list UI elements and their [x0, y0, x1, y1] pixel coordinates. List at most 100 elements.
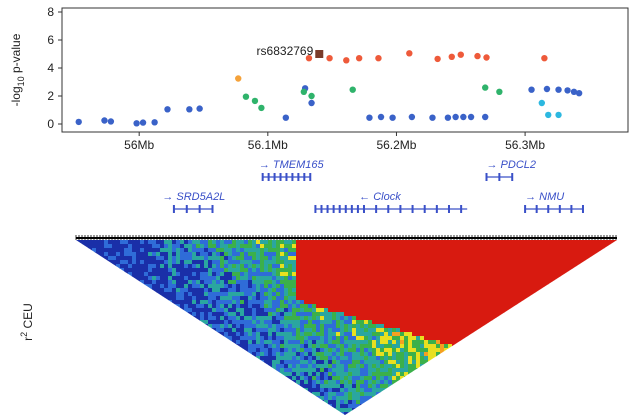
ld-cell [92, 280, 97, 285]
ld-cell [584, 340, 589, 345]
ld-cell [456, 296, 461, 301]
ld-cell [188, 340, 193, 345]
ld-cell [496, 344, 501, 349]
ld-cell [144, 376, 149, 381]
ld-cell [460, 368, 465, 373]
ld-cell [484, 256, 489, 261]
ld-cell [124, 288, 129, 293]
ld-cell [604, 264, 609, 269]
ld-cell [596, 264, 601, 269]
ld-cell [212, 376, 217, 381]
ld-cell [300, 328, 305, 333]
ld-cell [196, 372, 201, 377]
ld-cell [448, 284, 453, 289]
ld-cell [364, 360, 369, 365]
ld-cell [568, 372, 573, 377]
ld-cell [232, 328, 237, 333]
ld-cell [424, 284, 429, 289]
ld-cell [496, 352, 501, 357]
ld-cell [96, 316, 101, 321]
ld-cell [492, 332, 497, 337]
ld-cell [376, 332, 381, 337]
ld-cell [448, 260, 453, 265]
ld-cell [548, 340, 553, 345]
ld-cell [488, 300, 493, 305]
ld-cell [300, 292, 305, 297]
ld-cell [176, 288, 181, 293]
ld-cell [96, 332, 101, 337]
ld-cell [112, 336, 117, 341]
ld-cell [596, 316, 601, 321]
ld-cell [320, 264, 325, 269]
ld-cell [376, 344, 381, 349]
ld-cell [104, 328, 109, 333]
ld-cell [168, 296, 173, 301]
ld-cell [240, 272, 245, 277]
ld-cell [220, 256, 225, 261]
ld-cell [584, 260, 589, 265]
ld-cell [416, 260, 421, 265]
ld-cell [516, 296, 521, 301]
ld-cell [524, 300, 529, 305]
ld-cell [128, 264, 133, 269]
ld-cell [400, 348, 405, 353]
ld-cell [532, 288, 537, 293]
ld-cell [528, 248, 533, 253]
ld-cell [152, 368, 157, 373]
ld-cell [604, 360, 609, 365]
ld-cell [188, 240, 193, 245]
ld-cell [580, 344, 585, 349]
ld-cell [164, 256, 169, 261]
ld-cell [200, 344, 205, 349]
ld-cell [384, 344, 389, 349]
ld-cell [576, 308, 581, 313]
ld-cell [604, 332, 609, 337]
ld-cell [388, 332, 393, 337]
ld-cell [212, 336, 217, 341]
ld-cell [472, 264, 477, 269]
ld-cell [612, 372, 617, 377]
ld-cell [532, 284, 537, 289]
ld-cell [504, 328, 509, 333]
ld-cell [488, 280, 493, 285]
ld-cell [200, 352, 205, 357]
ld-cell [428, 344, 433, 349]
gene-exon [198, 205, 201, 213]
ld-cell [384, 312, 389, 317]
ld-cell [512, 244, 517, 249]
ld-cell [312, 300, 317, 305]
ld-cell [196, 324, 201, 329]
ld-cell [264, 344, 269, 349]
ld-cell [428, 284, 433, 289]
ld-cell [572, 280, 577, 285]
ld-cell [376, 312, 381, 317]
ld-cell [448, 240, 453, 245]
ld-cell [140, 292, 145, 297]
ld-cell [172, 368, 177, 373]
ld-cell [488, 240, 493, 245]
ld-cell [444, 308, 449, 313]
ld-cell [328, 240, 333, 245]
ld-cell [520, 360, 525, 365]
ld-cell [556, 300, 561, 305]
ld-cell [444, 276, 449, 281]
ld-cell [228, 320, 233, 325]
ld-cell [284, 316, 289, 321]
ld-cell [272, 280, 277, 285]
ld-cell [312, 336, 317, 341]
ld-cell [560, 316, 565, 321]
ld-cell [260, 332, 265, 337]
ld-cell [84, 312, 89, 317]
ld-cell [540, 348, 545, 353]
ld-cell [208, 268, 213, 273]
ld-cell [380, 240, 385, 245]
ld-cell [480, 284, 485, 289]
ld-cell [504, 244, 509, 249]
ld-cell [516, 316, 521, 321]
ld-cell [448, 324, 453, 329]
ld-cell [584, 288, 589, 293]
ld-cell [80, 260, 85, 265]
ld-cell [560, 320, 565, 325]
ld-cell [212, 252, 217, 257]
ld-cell [268, 244, 273, 249]
